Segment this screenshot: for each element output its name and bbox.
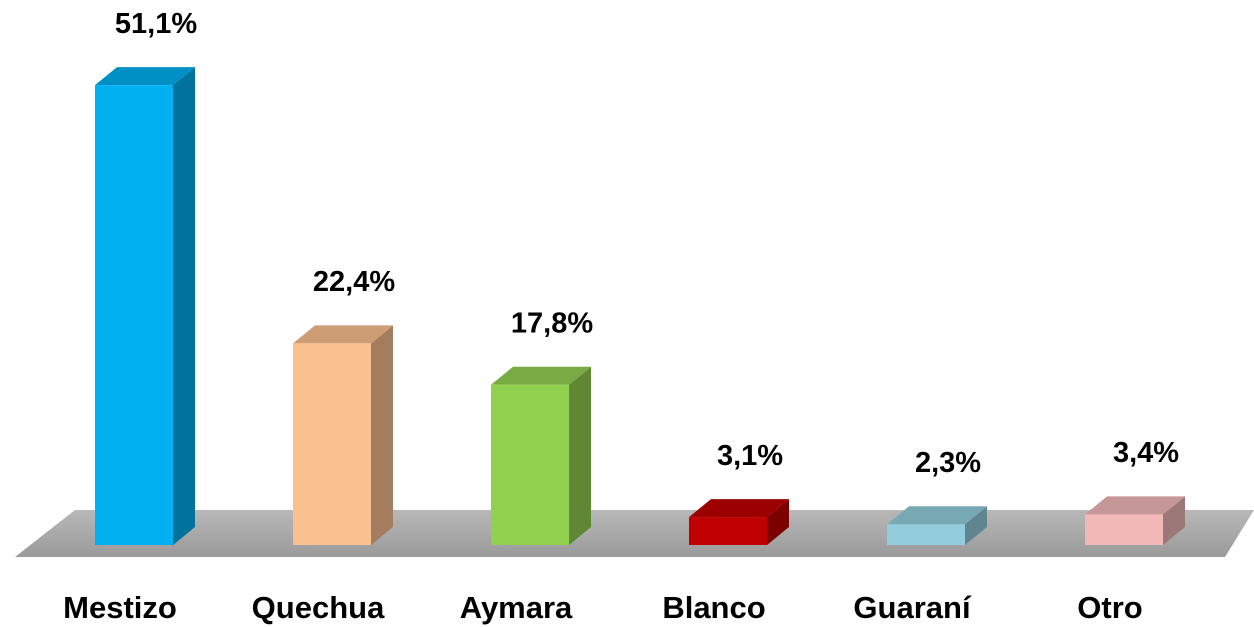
bar-side (767, 499, 789, 545)
bar-top (1085, 496, 1185, 515)
bar-side (371, 325, 393, 545)
x-tick-label: Aymara (460, 590, 573, 625)
bar (491, 366, 591, 545)
x-tick-label: Blanco (662, 590, 765, 625)
bar (293, 325, 393, 545)
bar-top (491, 366, 591, 385)
x-tick-label: Guaraní (853, 590, 972, 625)
x-tick-label: Mestizo (63, 590, 177, 625)
bar-top (95, 67, 195, 86)
floor (15, 510, 1254, 557)
bar-front (95, 85, 173, 545)
bar-top (689, 499, 789, 518)
value-label: 3,1% (717, 440, 783, 472)
bar-side (1163, 496, 1185, 545)
bar-front (887, 524, 965, 545)
bar-side (173, 67, 195, 545)
bar-side (965, 506, 987, 545)
bar-top (887, 506, 987, 525)
value-label: 22,4% (313, 266, 395, 298)
value-label: 2,3% (915, 447, 981, 479)
bar-front (689, 517, 767, 545)
bar-front (293, 343, 371, 545)
value-label: 17,8% (511, 307, 593, 339)
x-tick-label: Otro (1077, 590, 1142, 625)
bar-front (1085, 514, 1163, 545)
bar-side (569, 366, 591, 545)
bar (887, 506, 987, 545)
bar (1085, 496, 1185, 545)
bar (95, 67, 195, 545)
value-label: 3,4% (1113, 437, 1179, 469)
value-label: 51,1% (115, 8, 197, 40)
bar-front (491, 384, 569, 545)
bar-top (293, 325, 393, 344)
x-tick-label: Quechua (252, 590, 385, 625)
bar (689, 499, 789, 545)
